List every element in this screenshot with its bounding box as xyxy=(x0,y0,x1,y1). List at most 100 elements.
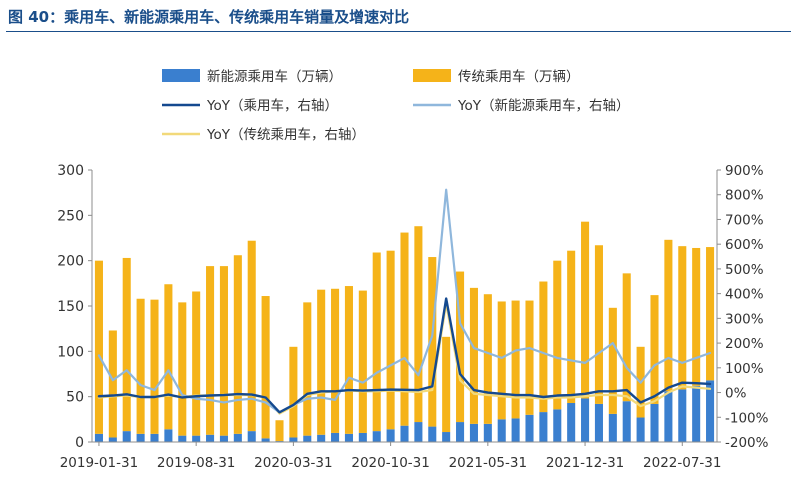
right-tick-label: 500% xyxy=(725,262,764,278)
bar-nev-2021-04 xyxy=(469,423,478,442)
bar-ice-2021-07 xyxy=(511,300,520,419)
bar-nev-2019-01 xyxy=(94,433,103,442)
bar-ice-2021-11 xyxy=(567,250,576,404)
bar-ice-2022-08 xyxy=(692,247,701,386)
bar-nev-2020-03 xyxy=(289,437,298,442)
bar-nev-2021-03 xyxy=(456,422,465,442)
bar-nev-2022-03 xyxy=(622,401,631,442)
bar-ice-2020-08 xyxy=(358,290,367,433)
bar-nev-2020-07 xyxy=(344,433,353,442)
legend-swatch xyxy=(413,69,451,82)
bar-ice-2022-03 xyxy=(622,273,631,402)
figure-title: 图 40：乘用车、新能源乘用车、传统乘用车销量及增速对比 xyxy=(8,8,410,26)
bar-nev-2020-11 xyxy=(400,425,409,442)
bar-nev-2022-01 xyxy=(594,403,603,442)
bar-nev-2022-09 xyxy=(706,380,715,442)
left-tick-label: 150 xyxy=(57,299,84,315)
x-tick-label: 2019-08-31 xyxy=(157,455,235,471)
bar-ice-2019-06 xyxy=(164,284,173,430)
left-tick-label: 50 xyxy=(66,390,84,406)
x-tick-label: 2021-12-31 xyxy=(546,455,624,471)
bar-nev-2021-12 xyxy=(581,398,590,442)
bar-nev-2019-04 xyxy=(136,433,145,442)
bar-nev-2019-06 xyxy=(164,429,173,442)
bar-ice-2020-11 xyxy=(400,232,409,426)
legend-label: YoY（新能源乘用车，右轴） xyxy=(457,97,629,114)
bar-nev-2022-07 xyxy=(678,389,687,442)
bar-ice-2020-12 xyxy=(414,226,423,423)
legend-item-yoy-nev: YoY（新能源乘用车，右轴） xyxy=(413,97,629,114)
bar-ice-2020-04 xyxy=(303,302,312,436)
bar-ice-2022-05 xyxy=(650,295,659,404)
bar-nev-2021-05 xyxy=(483,423,492,442)
legend-swatch xyxy=(162,69,200,82)
bar-ice-2021-01 xyxy=(428,257,437,427)
bar-ice-2021-06 xyxy=(497,301,506,420)
bar-nev-2021-11 xyxy=(567,403,576,442)
legend-label: YoY（乘用车，右轴） xyxy=(206,97,338,114)
bar-ice-2020-06 xyxy=(331,288,340,433)
right-tick-label: 700% xyxy=(725,212,764,228)
bar-ice-2021-05 xyxy=(483,294,492,424)
bar-nev-2019-05 xyxy=(150,433,159,442)
bar-ice-2021-10 xyxy=(553,260,562,410)
bar-ice-2019-01 xyxy=(94,260,103,434)
bar-nev-2019-09 xyxy=(206,434,215,442)
right-tick-label: 600% xyxy=(725,237,764,253)
right-tick-label: 800% xyxy=(725,188,764,204)
bar-ice-2021-08 xyxy=(525,300,534,415)
x-tick-label: 2019-01-31 xyxy=(60,455,138,471)
bar-ice-2021-02 xyxy=(442,336,451,433)
bar-ice-2020-09 xyxy=(372,252,381,432)
right-tick-label: 0% xyxy=(725,386,747,402)
right-tick-label: 100% xyxy=(725,361,764,377)
bar-ice-2022-09 xyxy=(706,247,715,381)
bar-ice-2019-02 xyxy=(108,330,117,438)
bar-ice-2019-03 xyxy=(122,257,131,432)
bar-ice-2019-08 xyxy=(192,291,201,436)
legend-label: 新能源乘用车（万辆） xyxy=(207,68,342,85)
legend-item-yoy-ice: YoY（传统乘用车，右轴） xyxy=(162,126,365,143)
bar-ice-2020-10 xyxy=(386,250,395,430)
lines xyxy=(97,188,712,415)
bar-nev-2021-10 xyxy=(553,409,562,442)
right-tick-label: 400% xyxy=(725,287,764,303)
left-tick-label: 0 xyxy=(75,435,84,451)
bar-nev-2021-02 xyxy=(442,432,451,442)
bar-ice-2021-04 xyxy=(469,287,478,424)
bar-nev-2020-12 xyxy=(414,422,423,442)
bar-nev-2020-06 xyxy=(331,432,340,442)
title-rule xyxy=(6,31,791,32)
bar-nev-2019-07 xyxy=(178,435,187,442)
bar-ice-2019-07 xyxy=(178,302,187,436)
bar-nev-2019-02 xyxy=(108,437,117,442)
bar-nev-2022-08 xyxy=(692,385,701,442)
bar-ice-2021-03 xyxy=(456,271,465,423)
bar-nev-2019-11 xyxy=(233,433,242,442)
legend-item-nev: 新能源乘用车（万辆） xyxy=(162,68,342,85)
bar-ice-2020-02 xyxy=(275,420,284,442)
bar-nev-2021-08 xyxy=(525,414,534,442)
bar-nev-2021-09 xyxy=(539,412,548,442)
bar-ice-2020-05 xyxy=(317,289,326,435)
bar-nev-2019-10 xyxy=(219,435,228,442)
bar-nev-2019-12 xyxy=(247,431,256,442)
legend-item-ice: 传统乘用车（万辆） xyxy=(413,68,580,85)
line-yoy-total xyxy=(97,297,712,414)
x-tick-label: 2020-03-31 xyxy=(254,455,332,471)
bar-nev-2019-08 xyxy=(192,435,201,442)
bar-nev-2022-02 xyxy=(608,413,617,442)
x-tick-label: 2020-10-31 xyxy=(351,455,429,471)
line-yoy-nev xyxy=(97,188,712,414)
bar-nev-2020-01 xyxy=(261,438,270,442)
legend: 新能源乘用车（万辆） 传统乘用车（万辆） YoY（乘用车，右轴） YoY（新能源乘用车… xyxy=(162,68,629,143)
bar-ice-2020-01 xyxy=(261,296,270,439)
bar-nev-2022-04 xyxy=(636,417,645,442)
right-tick-label: 900% xyxy=(725,163,764,179)
bar-ice-2022-06 xyxy=(664,239,673,392)
bar-ice-2019-04 xyxy=(136,298,145,434)
bar-ice-2019-12 xyxy=(247,240,256,432)
bar-nev-2020-09 xyxy=(372,431,381,442)
x-tick-label: 2021-05-31 xyxy=(449,455,527,471)
bar-ice-2022-01 xyxy=(594,245,603,404)
